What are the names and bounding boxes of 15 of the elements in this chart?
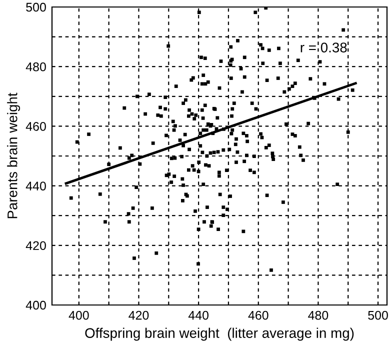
x-tick-label: 480 <box>308 310 328 320</box>
y-tick-label: 440 <box>26 182 46 190</box>
x-tick-label: 420 <box>128 310 149 320</box>
x-tick-label: 460 <box>248 310 268 320</box>
y-tick-label: 420 <box>26 241 46 250</box>
x-tick-label: 440 <box>188 310 208 320</box>
x-tick-label: 500 <box>368 310 388 320</box>
y-axis-title: Parents brain weight <box>7 92 20 218</box>
x-tick-label: 400 <box>68 310 89 320</box>
y-tick-label: 400 <box>26 300 46 310</box>
y-tick-label: 500 <box>26 2 46 12</box>
y-tick-label: 480 <box>26 62 46 72</box>
x-axis-title: Offspring brain weight (litter average in mg) <box>85 328 354 341</box>
annotation: r = 0.38 <box>300 42 347 52</box>
y-tick-label: 460 <box>26 122 46 131</box>
